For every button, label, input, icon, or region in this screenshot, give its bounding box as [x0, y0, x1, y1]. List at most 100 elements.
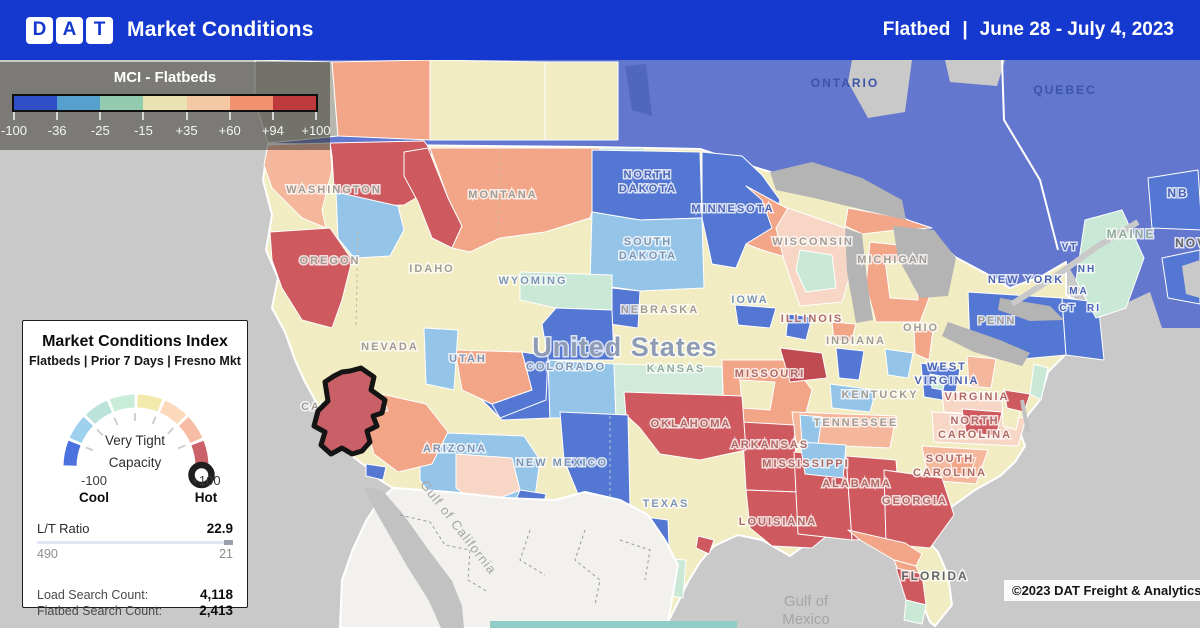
map-label: GEORGIA [882, 495, 948, 507]
date-range-label: June 28 - July 4, 2023 [979, 19, 1174, 40]
region-florida-south[interactable] [903, 599, 927, 625]
map-label: NEW YORK [988, 274, 1064, 286]
search-counts: Load Search Count: 4,118 Flatbed Search … [37, 587, 233, 619]
region-georgia[interactable] [883, 469, 955, 549]
legend-tick [56, 112, 59, 120]
legend-tick-label: +60 [218, 123, 241, 138]
legend-segment-3 [143, 96, 187, 110]
load-search-count-value: 4,118 [199, 587, 233, 602]
map-label: UTAH [449, 353, 487, 365]
market-conditions-index-card: Market Conditions Index Flatbeds | Prior… [22, 320, 248, 618]
mci-gauge [63, 394, 215, 489]
region-wyoming-southeast[interactable] [541, 307, 615, 361]
region-texas-east[interactable] [799, 441, 847, 479]
region-maine[interactable] [1075, 209, 1145, 319]
region-illinois-central[interactable] [779, 347, 828, 383]
load-search-count-label: Load Search Count: [37, 588, 149, 602]
region-arkansas[interactable] [741, 421, 799, 493]
chesapeake-bay [1020, 399, 1030, 433]
region-fresno-market-selected[interactable] [311, 365, 388, 457]
region-lake-michigan [845, 228, 873, 323]
map-label: TENNESSEE [814, 417, 899, 429]
region-pennsylvania-west[interactable] [966, 355, 997, 389]
region-indiana-top[interactable] [831, 321, 857, 343]
map-label: NEBRASKA [621, 304, 699, 316]
legend-tick [142, 112, 145, 120]
region-kentucky-central[interactable] [829, 383, 877, 413]
region-iowa-south[interactable] [734, 304, 777, 329]
region-west-virginia-mint[interactable] [929, 373, 947, 391]
map-label: RI [1087, 303, 1101, 314]
gauge-min-value: -100 [80, 473, 108, 488]
region-alberta-east-market [429, 60, 546, 141]
region-indiana-central[interactable] [835, 347, 865, 381]
region-saskatchewan-market [544, 61, 619, 141]
map-label: MICHIGAN [857, 254, 929, 266]
legend-color-scale [12, 94, 318, 112]
mexico-state-border-5 [619, 539, 651, 581]
region-texas-houston[interactable] [695, 535, 715, 555]
map-label: NOVA [1175, 236, 1200, 250]
region-oregon[interactable] [269, 227, 353, 329]
map-label: VIRGINIA [945, 391, 1010, 403]
dat-logo-letter-d: D [26, 16, 53, 44]
legend-tick-label: -25 [90, 123, 110, 138]
region-nevada-east[interactable] [423, 327, 459, 391]
gauge-min: -100 Cool [59, 473, 129, 505]
map-label: TEXAS [643, 498, 690, 510]
page-title: Market Conditions [127, 18, 314, 41]
gauge-segment-2 [85, 400, 113, 425]
map-label: CT [1059, 303, 1076, 314]
legend-tick-label: +94 [261, 123, 284, 138]
map-label: SOUTH DAKOTA [619, 236, 677, 262]
gauge-max: +100 Hot [171, 473, 241, 505]
region-california-coast-blue[interactable] [365, 463, 387, 481]
region-pacific-strip [490, 621, 737, 628]
gauge-segment-1 [69, 416, 94, 444]
gauge-max-label: Hot [194, 490, 218, 505]
map-label: ARKANSAS [731, 439, 809, 451]
legend-tick-label: -36 [47, 123, 67, 138]
region-missouri-central[interactable] [739, 379, 776, 411]
legend-segment-1 [57, 96, 101, 110]
gauge-tick [167, 427, 175, 435]
report-period: Flatbed | June 28 - July 4, 2023 [883, 19, 1174, 41]
region-ohio-east[interactable] [913, 327, 934, 361]
map-label: MAINE [1107, 227, 1156, 241]
ontario-quebec-border [1001, 60, 1059, 251]
gauge-segment-4 [137, 394, 163, 412]
region-illinois-north[interactable] [785, 313, 813, 341]
region-south-carolina-coast[interactable] [949, 453, 977, 479]
map-label: NB [1167, 186, 1188, 200]
map-svg[interactable]: WASHINGTON MONTANA NORTH DAKOTA MINNESOTA WIS… [0, 60, 1200, 628]
region-new-jersey[interactable] [1029, 363, 1049, 401]
map-label: WASHINGTON [286, 184, 382, 196]
map-label: United States [532, 332, 718, 362]
region-washington-east[interactable] [335, 191, 405, 259]
region-wisconsin-central[interactable] [795, 249, 837, 293]
map-label: PENN [978, 315, 1017, 327]
region-washington-west[interactable] [263, 142, 333, 229]
mci-legend: MCI - Flatbeds -100 -36 -25 -15 +35 +60 +94 +10… [0, 62, 331, 150]
map-label: LOUISIANA [739, 516, 818, 528]
map-label: ILLINOIS [781, 313, 843, 325]
dat-logo[interactable]: D A T Market Conditions [26, 16, 314, 44]
map-label: WISCONSIN [772, 236, 854, 248]
region-james-bay [945, 60, 1005, 86]
map-label: COLORADO [526, 361, 606, 373]
legend-ticks [13, 112, 317, 121]
dat-logo-boxes: D A T [26, 16, 113, 44]
equipment-type-label: Flatbed [882, 19, 951, 40]
legend-tick [99, 112, 102, 120]
gauge-segment-6 [178, 416, 203, 444]
region-ohio-central[interactable] [884, 348, 914, 379]
dat-logo-letter-a: A [56, 16, 83, 44]
map-label: SOUTH CAROLINA [913, 453, 987, 479]
map-label: VT [1062, 242, 1079, 253]
loads-count: 490 [37, 547, 58, 561]
region-north-carolina-red[interactable] [961, 408, 1003, 437]
copyright-attribution: ©2023 DAT Freight & Analytics [1004, 580, 1200, 601]
region-lake-winnipeg [625, 64, 652, 116]
map-label: MA [1069, 286, 1089, 297]
region-utah-east[interactable] [491, 351, 549, 419]
